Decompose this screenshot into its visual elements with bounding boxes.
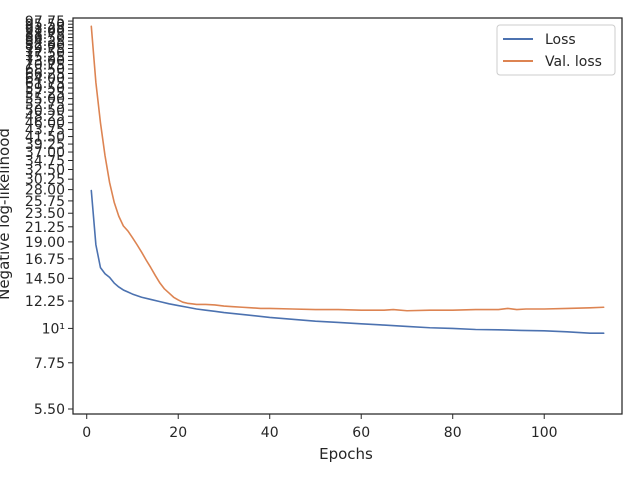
y-tick-label: 91.00 [25, 24, 65, 40]
y-tick-label: 41.50 [25, 130, 65, 146]
y-tick-label: 95.50 [25, 17, 65, 33]
y-tick-label: 43.75 [25, 122, 65, 138]
y-tick-label: 64.00 [25, 71, 65, 87]
y-tick-label: 12.25 [25, 294, 65, 310]
legend-box [496, 24, 616, 76]
y-tick-label: 66.25 [25, 67, 65, 83]
y-tick-label: 77.50 [25, 45, 65, 61]
y-tick-label: 46.00 [25, 116, 65, 132]
y-tick-label: 10¹ [42, 321, 65, 337]
y-tick-label: 7.75 [34, 356, 65, 372]
y-tick-label: 25.75 [25, 194, 65, 210]
series-line-loss [90, 189, 605, 335]
y-tick-label: 97.75 [25, 14, 65, 30]
y-tick-label: 61.75 [25, 76, 65, 92]
y-tick-label: 59.50 [25, 81, 65, 97]
x-axis-ticks: 0 20 40 60 80 100 [82, 414, 558, 441]
y-tick-label: 84.25 [25, 34, 65, 50]
x-tick-label: 60 [352, 425, 370, 441]
y-tick-label: 30.25 [25, 172, 65, 188]
x-tick-label: 20 [169, 425, 187, 441]
y-tick-label: 39.25 [25, 137, 65, 153]
y-tick-label: 57.25 [25, 86, 65, 102]
legend-label-loss: Loss [545, 32, 576, 48]
y-tick-label: 52.75 [25, 97, 65, 113]
y-tick-label: 28.00 [25, 183, 65, 199]
x-tick-label: 80 [444, 425, 462, 441]
y-tick-label: 37.00 [25, 145, 65, 161]
y-tick-label: 93.25 [25, 20, 65, 36]
y-tick-label: 21.25 [25, 220, 65, 236]
y-tick-label: 73.00 [25, 53, 65, 69]
series-line-val-loss [90, 25, 605, 312]
y-tick-label: 75.25 [25, 49, 65, 65]
y-tick-label: 48.25 [25, 109, 65, 125]
y-tick-label: 70.75 [25, 58, 65, 74]
x-tick-label: 40 [261, 425, 279, 441]
y-tick-label: 79.75 [25, 42, 65, 58]
y-tick-label: 50.50 [25, 103, 65, 119]
y-tick-label: 16.75 [25, 252, 65, 268]
x-tick-label: 0 [82, 425, 91, 441]
y-axis-label: Negative log-likelihood [0, 128, 13, 300]
x-axis-label: Epochs [319, 445, 373, 463]
y-axis-ticks: 5.50 7.75 10¹ 12.25 14.50 16.7519.0021.2523.5… [25, 14, 73, 418]
legend-label-val-loss: Val. loss [545, 54, 602, 70]
y-tick-label: 32.50 [25, 163, 65, 179]
y-tick-label: 88.75 [25, 27, 65, 43]
x-tick-label: 100 [531, 425, 558, 441]
y-tick-label: 34.75 [25, 153, 65, 169]
y-tick-label: 68.50 [25, 62, 65, 78]
y-tick-label: 14.50 [25, 271, 65, 287]
y-tick-label: 86.50 [25, 31, 65, 47]
y-tick-label: 23.50 [25, 206, 65, 222]
y-tick-label: 82.00 [25, 38, 65, 54]
y-tick-label: 5.50 [34, 402, 65, 418]
legend: Loss Val. loss [496, 24, 616, 76]
y-tick-label: 19.00 [25, 235, 65, 251]
axes-frame [72, 17, 623, 415]
y-tick-label: 55.00 [25, 92, 65, 108]
series-layer [90, 25, 605, 335]
